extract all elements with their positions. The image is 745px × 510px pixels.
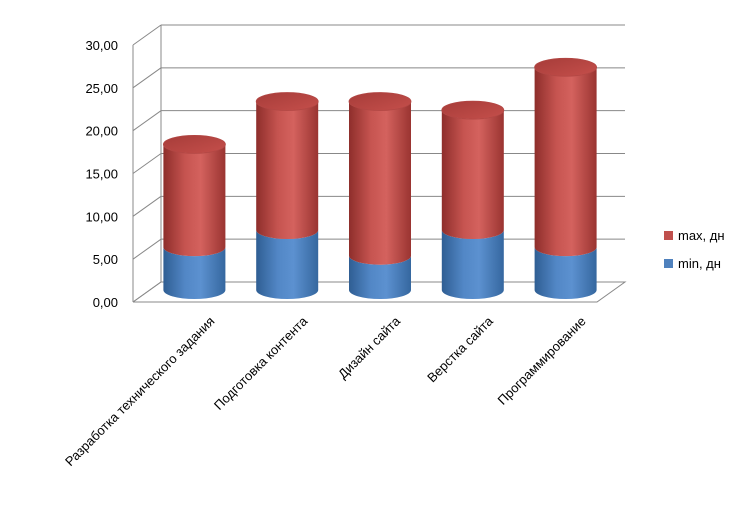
- y-tick-label: 20,00: [85, 124, 118, 139]
- legend-label: min, дн: [678, 256, 721, 271]
- y-tick-label: 0,00: [93, 295, 118, 310]
- x-category-label: Верстка сайта: [424, 313, 496, 385]
- bar-max-body: [163, 144, 226, 257]
- gridline-side: [132, 110, 162, 132]
- bar-min: [256, 230, 319, 299]
- bar-min: [441, 230, 504, 299]
- x-category-label: Подготовка контента: [211, 313, 311, 413]
- bar-max: [534, 57, 597, 257]
- gridline-side: [132, 67, 162, 89]
- bar-max-body: [256, 101, 319, 240]
- bar-min: [163, 247, 226, 299]
- bar-min-body: [256, 230, 319, 299]
- bar-max: [441, 100, 505, 240]
- bar-series: [162, 57, 597, 299]
- legend-swatch: [664, 259, 673, 268]
- bar-max-body: [349, 101, 411, 265]
- bar-max-cap: [441, 100, 505, 120]
- legend: max, дн min, дн: [664, 228, 725, 271]
- x-category-label: Дизайн сайта: [335, 313, 404, 382]
- bar-min-body: [163, 247, 226, 299]
- y-tick-label: 10,00: [85, 209, 118, 224]
- y-tick-label: 15,00: [85, 167, 118, 182]
- y-tick-label: 30,00: [85, 38, 118, 53]
- x-category-label: Программирование: [494, 314, 588, 408]
- bar-max: [255, 92, 319, 240]
- bar-max-cap: [255, 92, 319, 111]
- legend-swatch: [664, 231, 673, 240]
- gridline-side: [132, 24, 162, 46]
- gridline-side: [132, 238, 162, 260]
- bar-min-body: [349, 255, 411, 299]
- bar-max: [162, 134, 226, 257]
- bar-max-cap: [162, 134, 226, 154]
- legend-label: max, дн: [678, 228, 725, 243]
- y-axis-tick-labels: 0,00 5,00 10,00 15,00 20,00 25,00 30,00: [85, 38, 118, 310]
- y-tick-label: 25,00: [85, 81, 118, 96]
- bar-max-cap: [348, 92, 412, 111]
- y-tick-label: 5,00: [93, 252, 118, 267]
- bar-max: [348, 92, 412, 265]
- bar-min-body: [534, 247, 597, 299]
- gridline-side: [132, 195, 162, 217]
- x-category-label: Разработка технического задания: [62, 314, 218, 470]
- bar-min: [349, 255, 411, 299]
- bar-max-body: [534, 67, 597, 257]
- bar-max-body: [441, 110, 504, 240]
- x-axis-category-labels: Разработка технического заданияПодготовк…: [62, 313, 589, 469]
- gridline-side: [132, 281, 162, 303]
- gridline-side: [132, 153, 162, 174]
- bar-min: [534, 247, 597, 299]
- bar-min-body: [441, 230, 504, 299]
- bar-max-cap: [534, 57, 597, 77]
